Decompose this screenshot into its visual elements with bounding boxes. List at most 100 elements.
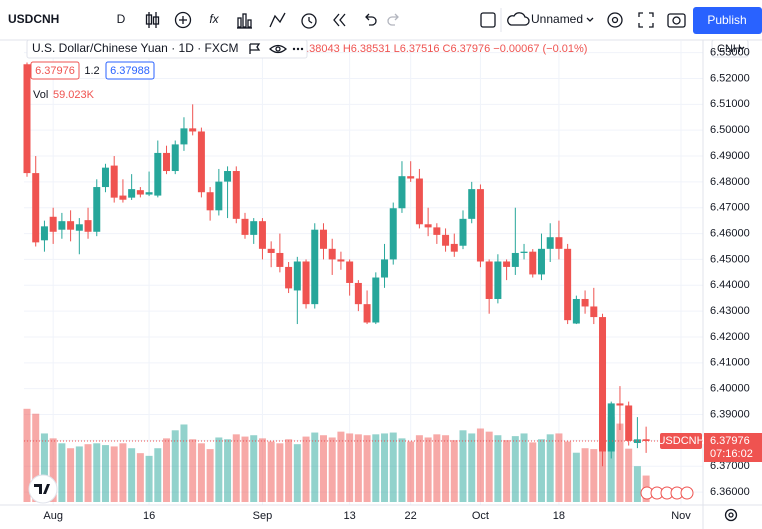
symbol[interactable]: USDCNH (8, 12, 59, 26)
candle-body (302, 261, 310, 305)
volume-bar (319, 435, 327, 502)
volume-label: Vol (33, 89, 48, 101)
x-tick-label: Sep (253, 510, 273, 522)
volume-bar (494, 435, 502, 502)
eye-icon[interactable] (269, 44, 287, 54)
candle-body (633, 439, 641, 443)
volume-bar (128, 448, 136, 502)
candle-body (136, 190, 144, 195)
symbol-tag (660, 432, 702, 449)
y-tick-label: 6.36000 (710, 486, 750, 498)
candle-body (354, 282, 362, 305)
candle-body (40, 226, 48, 241)
volume-bar (241, 436, 249, 502)
candle-body (311, 229, 319, 305)
indicators-icon[interactable]: fx (209, 12, 219, 26)
candle-body (32, 173, 40, 243)
flag-icon[interactable] (249, 43, 261, 54)
candle-body (84, 220, 92, 232)
templates-icon[interactable] (237, 13, 252, 29)
layout-dropdown[interactable] (586, 17, 594, 22)
axis-settings-icon[interactable] (724, 508, 738, 522)
candle-body (328, 248, 336, 260)
volume-bar (346, 433, 354, 502)
interval[interactable]: D (117, 12, 126, 26)
y-tick-label: 6.44000 (710, 279, 750, 291)
y-tick-label: 6.49000 (710, 150, 750, 162)
volume-value: 59.023K (53, 89, 95, 101)
candle-body (433, 227, 441, 235)
candle-body (163, 152, 171, 172)
volume-bar (372, 434, 380, 502)
volume-bar (110, 446, 118, 502)
currency: CNH (717, 43, 741, 55)
candle-body (459, 218, 467, 246)
volume-bar (58, 443, 66, 502)
currency-dropdown (739, 46, 745, 50)
layout-name[interactable]: Unnamed (531, 12, 583, 26)
fullscreen-icon[interactable] (638, 12, 654, 28)
volume-bar (258, 438, 266, 502)
candle-body (581, 298, 589, 307)
volume-bar (398, 438, 406, 502)
snapshot-icon[interactable] (667, 13, 686, 28)
volume-bar (250, 435, 258, 502)
volume-bar (328, 437, 336, 502)
rewind-icon[interactable] (333, 13, 346, 27)
volume-bar (276, 443, 284, 502)
volume-bar (503, 440, 511, 502)
replay-icon[interactable] (301, 13, 317, 29)
x-tick-label: Oct (472, 510, 489, 522)
publish-button[interactable] (693, 7, 762, 34)
volume-bar (215, 437, 223, 502)
volume-bar (607, 416, 615, 502)
volume-bar (485, 431, 493, 502)
candle-body (285, 266, 293, 289)
candles-icon[interactable] (145, 12, 160, 28)
bid-box[interactable] (30, 61, 80, 80)
candle-body (23, 64, 31, 174)
candle-body (625, 405, 633, 441)
candle-body (346, 261, 354, 283)
volume-bar (32, 413, 40, 502)
volume-bar (590, 449, 598, 502)
candle-body (590, 306, 598, 318)
more-icon[interactable] (292, 47, 304, 51)
event-flags[interactable] (640, 486, 694, 500)
volume-bar (232, 434, 240, 502)
candle-body (407, 176, 415, 179)
currency-button[interactable] (711, 39, 749, 58)
candle-body (145, 192, 153, 195)
volume-bar (581, 448, 589, 502)
logo (28, 474, 58, 504)
undo-icon[interactable] (365, 13, 377, 26)
candle-body (224, 171, 232, 182)
candle-body (101, 167, 109, 188)
volume-bar (468, 433, 476, 502)
volume-bar (311, 432, 319, 502)
compare-icon[interactable] (174, 11, 192, 29)
x-tick-label: Nov (671, 510, 691, 522)
volume-bar (415, 435, 423, 502)
alert-icon[interactable] (269, 12, 286, 28)
ohlc-values: 6.38043 H6.38531 L6.37516 C6.37976 −0.00… (300, 43, 587, 55)
redo-icon[interactable] (387, 13, 399, 26)
layout-icon[interactable] (480, 12, 496, 28)
candle-body (75, 224, 83, 231)
candle-body (564, 248, 572, 321)
candle-body (485, 261, 493, 299)
y-tick-label: 6.42000 (710, 331, 750, 343)
candle-body (424, 224, 432, 228)
candle-body (494, 261, 502, 299)
candle-body (415, 178, 423, 225)
y-tick-label: 6.37000 (710, 460, 750, 472)
candle-body (555, 237, 563, 249)
settings-icon[interactable] (607, 12, 623, 28)
volume-bar (119, 443, 127, 502)
volume-bar (433, 434, 441, 502)
candle-body (450, 243, 458, 252)
y-tick-label: 6.39000 (710, 408, 750, 420)
volume-bar (424, 437, 432, 502)
ask-box[interactable] (105, 61, 155, 80)
volume-bar (101, 445, 109, 502)
